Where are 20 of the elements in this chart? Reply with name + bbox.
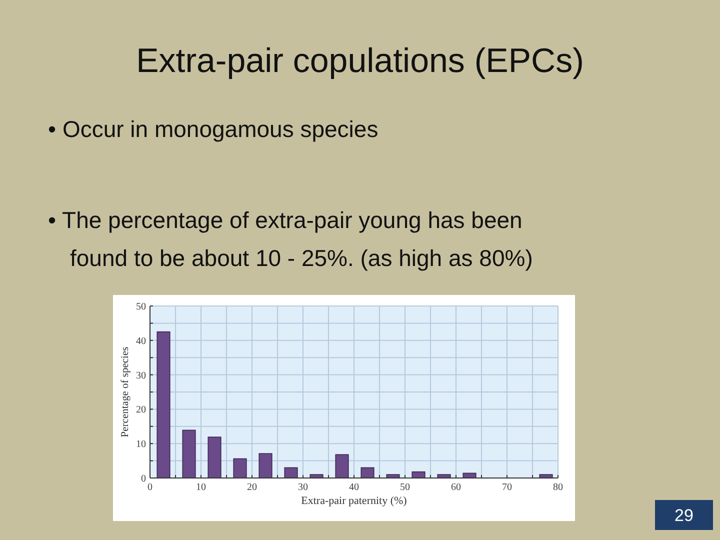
chart-title: Extra-pair copulations (EPCs) [136,42,584,80]
x-tick-label: 80 [553,482,563,493]
y-tick-label: 20 [136,404,146,416]
x-tick-label: 50 [400,482,410,493]
x-tick-label: 10 [196,482,206,493]
y-tick-label: 0 [141,474,146,484]
y-tick-label: 40 [136,336,146,347]
x-tick-label: 20 [247,482,257,493]
text: • The percentage of extra-pair young has been found to be about 10 - 25%. (as high as 80%) [48,207,533,271]
x-tick-label: 70 [502,482,512,493]
x-tick-label: 40 [349,482,359,493]
y-axis-title: Percentage of species [120,346,131,438]
x-tick-label: 30 [298,482,308,493]
y-tick-label: 50 [136,302,146,312]
x-tick-label: 60 [451,482,461,493]
text: 29 [674,506,694,525]
text: • Occur in monogamous species [48,116,378,142]
y-tick-label: 10 [136,439,146,450]
x-axis-title: Extra-pair paternity (%) [301,495,408,507]
y-tick-label: 30 [136,370,146,382]
